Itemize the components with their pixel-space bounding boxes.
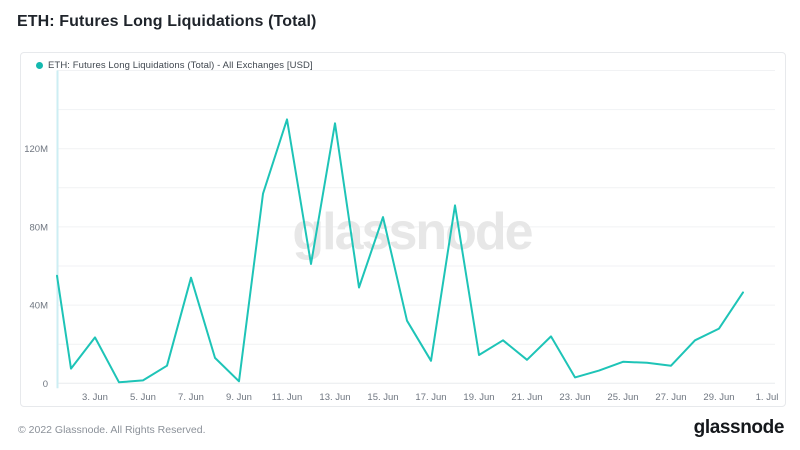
y-tick-label: 0 xyxy=(43,379,48,390)
page-title: ETH: Futures Long Liquidations (Total) xyxy=(17,13,317,30)
glassnode-logo: glassnode xyxy=(693,417,785,438)
x-tick-label: 17. Jun xyxy=(415,392,446,403)
x-tick-label: 13. Jun xyxy=(319,392,350,403)
x-tick-label: 23. Jun xyxy=(559,392,590,403)
watermark: glassnode xyxy=(292,203,532,261)
x-tick-label: 11. Jun xyxy=(272,392,302,403)
x-tick-label: 25. Jun xyxy=(607,392,638,403)
y-axis-labels: 0 40M 80M 120M xyxy=(24,144,48,390)
x-tick-label: 1. Jul xyxy=(756,392,779,403)
legend-label: ETH: Futures Long Liquidations (Total) -… xyxy=(48,60,313,71)
legend-item[interactable]: ETH: Futures Long Liquidations (Total) -… xyxy=(36,60,313,71)
x-tick-label: 3. Jun xyxy=(82,392,108,403)
x-tick-label: 15. Jun xyxy=(367,392,398,403)
chart-card xyxy=(20,52,786,407)
y-tick-label: 120M xyxy=(24,144,48,155)
series-line[interactable] xyxy=(56,118,744,384)
x-tick-label: 19. Jun xyxy=(463,392,494,403)
copyright-text: © 2022 Glassnode. All Rights Reserved. xyxy=(18,424,206,436)
x-tick-label: 21. Jun xyxy=(511,392,542,403)
x-tick-label: 5. Jun xyxy=(130,392,156,403)
y-tick-label: 80M xyxy=(30,222,49,233)
x-tick-label: 29. Jun xyxy=(703,392,734,403)
y-tick-label: 40M xyxy=(30,301,49,312)
series-dot-icon xyxy=(36,62,43,69)
gridlines xyxy=(57,70,775,384)
x-axis-labels: 3. Jun 5. Jun 7. Jun 9. Jun 11. Jun 13. Jun 15… xyxy=(82,392,778,403)
x-tick-label: 27. Jun xyxy=(655,392,686,403)
x-tick-label: 7. Jun xyxy=(178,392,204,403)
x-tick-label: 9. Jun xyxy=(226,392,252,403)
